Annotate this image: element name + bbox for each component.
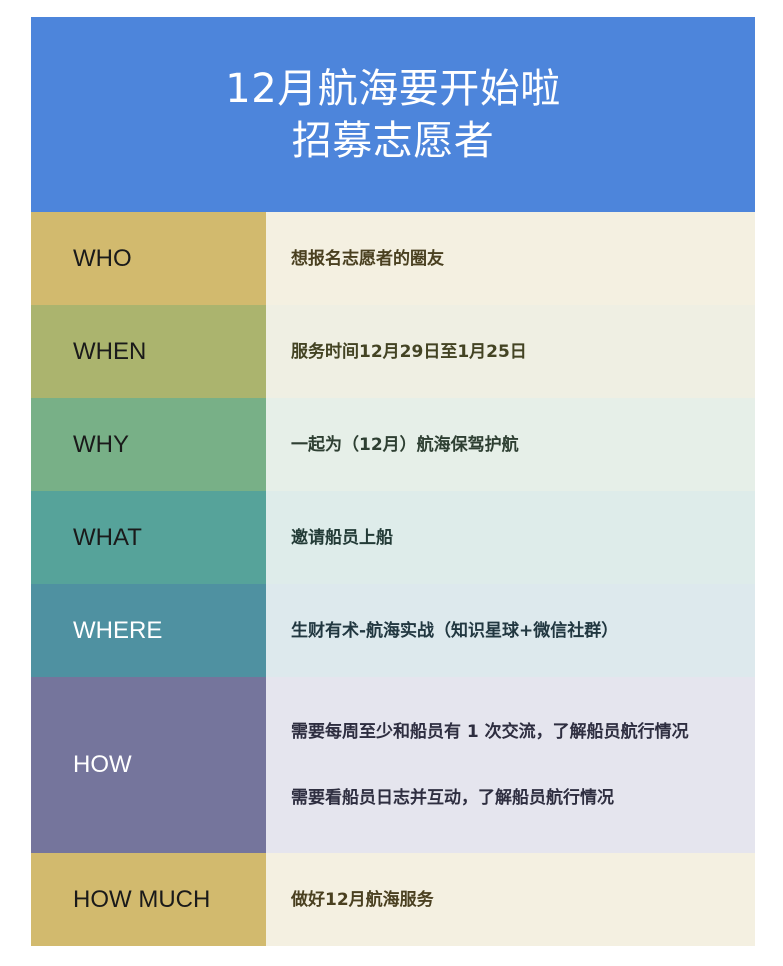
row-text-why: 一起为（12月）航海保驾护航: [291, 434, 519, 455]
row-label-how-much: HOW MUCH: [31, 853, 266, 946]
row-what: WHAT 邀请船员上船: [31, 491, 755, 584]
row-who: WHO 想报名志愿者的圈友: [31, 212, 755, 305]
row-value-when: 服务时间12月29日至1月25日: [266, 305, 755, 398]
row-value-what: 邀请船员上船: [266, 491, 755, 584]
row-text-how-much: 做好12月航海服务: [291, 889, 434, 910]
row-label-who: WHO: [31, 212, 266, 305]
header-banner: 12月航海要开始啦 招募志愿者: [31, 17, 755, 212]
row-text-how-2: 需要看船员日志并互动，了解船员航行情况: [291, 788, 614, 808]
row-value-how: 需要每周至少和船员有 1 次交流，了解船员航行情况 需要看船员日志并互动，了解船…: [266, 677, 755, 853]
row-text-who: 想报名志愿者的圈友: [291, 248, 444, 269]
row-label-how: HOW: [31, 677, 266, 853]
recruitment-card: 12月航海要开始啦 招募志愿者 WHO 想报名志愿者的圈友 WHEN 服务时间1…: [31, 17, 755, 946]
row-value-why: 一起为（12月）航海保驾护航: [266, 398, 755, 491]
row-label-when: WHEN: [31, 305, 266, 398]
row-how-much: HOW MUCH 做好12月航海服务: [31, 853, 755, 946]
page-title-line-1: 12月航海要开始啦: [225, 65, 561, 112]
row-text-what: 邀请船员上船: [291, 527, 393, 548]
row-label-why: WHY: [31, 398, 266, 491]
page-title-line-2: 招募志愿者: [291, 117, 495, 164]
row-how: HOW 需要每周至少和船员有 1 次交流，了解船员航行情况 需要看船员日志并互动…: [31, 677, 755, 853]
row-when: WHEN 服务时间12月29日至1月25日: [31, 305, 755, 398]
row-label-what: WHAT: [31, 491, 266, 584]
row-value-who: 想报名志愿者的圈友: [266, 212, 755, 305]
row-value-where: 生财有术-航海实战（知识星球+微信社群）: [266, 584, 755, 677]
row-why: WHY 一起为（12月）航海保驾护航: [31, 398, 755, 491]
row-text-how-1: 需要每周至少和船员有 1 次交流，了解船员航行情况: [291, 722, 689, 742]
row-text-when: 服务时间12月29日至1月25日: [291, 341, 527, 362]
row-text-where: 生财有术-航海实战（知识星球+微信社群）: [291, 620, 619, 641]
row-label-where: WHERE: [31, 584, 266, 677]
row-where: WHERE 生财有术-航海实战（知识星球+微信社群）: [31, 584, 755, 677]
row-value-how-much: 做好12月航海服务: [266, 853, 755, 946]
